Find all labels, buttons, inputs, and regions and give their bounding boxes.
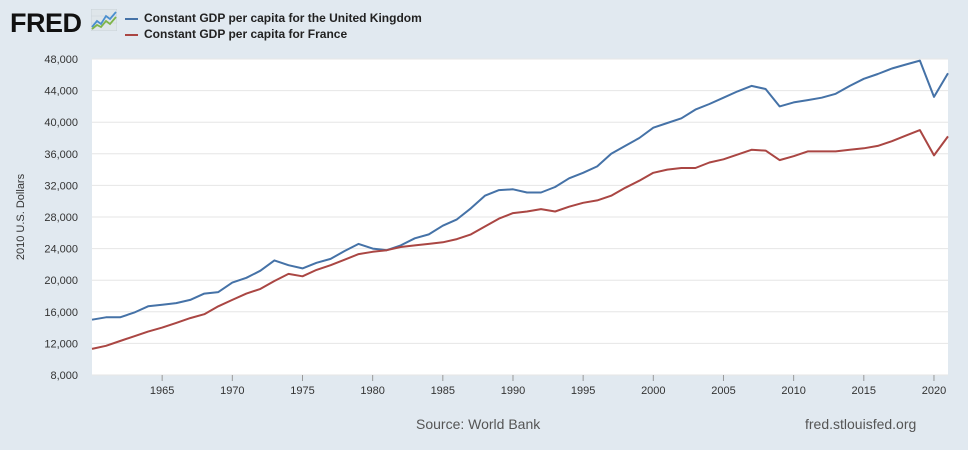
y-tick-label: 36,000 (44, 149, 78, 161)
y-tick-label: 8,000 (50, 370, 78, 382)
gridlines (92, 58, 948, 376)
y-tick-label: 40,000 (44, 117, 78, 129)
y-tick-label: 24,000 (44, 244, 78, 256)
x-tick-label: 2010 (781, 385, 805, 397)
legend-label-uk: Constant GDP per capita for the United K… (144, 11, 422, 25)
fred-graph-icon (91, 9, 117, 31)
legend-swatch-france (125, 34, 138, 36)
x-tick-label: 2005 (711, 385, 735, 397)
x-tick-label: 1995 (571, 385, 595, 397)
x-tick-label: 2015 (852, 385, 876, 397)
line-chart: 8,000 12,000 16,000 20,000 24,000 28,000 32,00… (15, 54, 949, 397)
y-tick-label: 28,000 (44, 212, 78, 224)
source-text: Source: World Bank (416, 416, 541, 432)
fred-logo[interactable]: FRED (10, 8, 82, 38)
y-tick-label: 44,000 (44, 86, 78, 98)
legend-label-france: Constant GDP per capita for France (144, 27, 348, 41)
x-tick-label: 1965 (150, 385, 174, 397)
site-link[interactable]: fred.stlouisfed.org (805, 416, 917, 432)
y-tick-label: 16,000 (44, 307, 78, 319)
x-tick-label: 2020 (922, 385, 946, 397)
header: FRED Constant GDP per capita for the Uni… (0, 0, 968, 52)
series-line-uk[interactable] (91, 59, 949, 321)
series-lines (91, 59, 949, 350)
y-tick-label: 48,000 (44, 54, 78, 66)
x-tick-label: 1980 (360, 385, 384, 397)
series-line-france[interactable] (91, 129, 949, 350)
y-tick-label: 20,000 (44, 275, 78, 287)
y-tick-label: 32,000 (44, 180, 78, 192)
x-tick-label: 1975 (290, 385, 314, 397)
y-axis-label: 2010 U.S. Dollars (15, 173, 27, 260)
x-tick-label: 1990 (501, 385, 525, 397)
y-tick-label: 12,000 (44, 338, 78, 350)
legend-swatch-uk (125, 18, 138, 20)
x-axis-ticks: 1965 1970 1975 1980 1985 1990 1995 2000 2005 2010… (150, 375, 946, 397)
x-tick-label: 1985 (431, 385, 455, 397)
x-tick-label: 1970 (220, 385, 244, 397)
x-tick-label: 2000 (641, 385, 665, 397)
y-axis-ticks: 8,000 12,000 16,000 20,000 24,000 28,000 32,00… (44, 54, 78, 382)
